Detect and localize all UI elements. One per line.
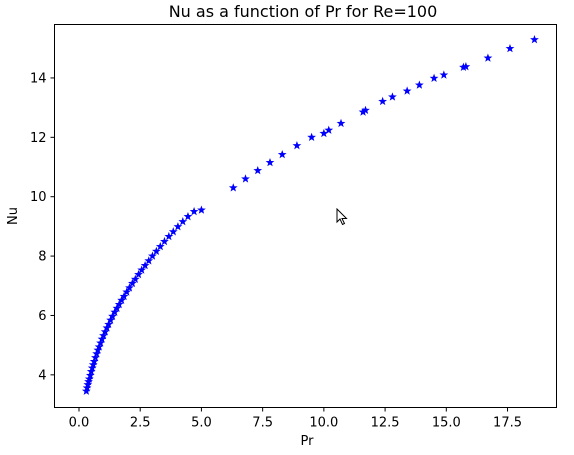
data-point — [148, 251, 157, 260]
data-point — [108, 311, 117, 321]
data-point — [130, 274, 140, 283]
data-point — [459, 62, 468, 71]
data-point — [505, 43, 515, 53]
data-point — [114, 299, 124, 309]
data-point — [265, 157, 275, 167]
data-point — [241, 174, 250, 183]
x-axis-ticks: 0.0 2.5 5.0 7.5 10.0 12.5 15.0 17.5 — [69, 407, 522, 431]
data-point — [439, 70, 449, 79]
plot-frame — [54, 24, 557, 408]
data-point — [155, 241, 165, 251]
data-point — [144, 256, 154, 265]
mouse-pointer-icon — [336, 208, 348, 226]
data-point — [414, 80, 424, 89]
data-point — [112, 303, 122, 313]
data-point — [388, 92, 397, 101]
x-axis-label: Pr — [301, 434, 315, 449]
data-point — [97, 334, 107, 343]
data-point — [197, 205, 206, 214]
y-tick-label: 12 — [30, 131, 47, 146]
data-point — [183, 211, 193, 221]
data-point — [361, 105, 370, 115]
data-point — [85, 370, 95, 380]
data-point — [336, 118, 346, 128]
data-point — [168, 227, 178, 236]
data-point — [86, 366, 96, 376]
x-tick-label: 10.0 — [309, 416, 338, 431]
y-tick-label: 6 — [38, 309, 46, 324]
data-point — [461, 62, 471, 71]
data-point — [81, 386, 91, 395]
x-tick-label: 5.0 — [191, 416, 212, 431]
x-tick-label: 15.0 — [432, 416, 461, 431]
data-point — [100, 327, 110, 336]
data-point — [93, 345, 103, 354]
data-point — [429, 73, 439, 82]
data-point — [83, 380, 93, 389]
data-point — [140, 260, 150, 270]
data-point — [119, 291, 129, 301]
data-point — [96, 338, 105, 347]
data-point — [277, 149, 287, 159]
data-point — [178, 217, 188, 226]
data-point — [91, 353, 100, 362]
data-point — [89, 356, 99, 366]
data-point — [134, 269, 143, 279]
data-point — [307, 132, 316, 142]
data-point — [104, 319, 113, 329]
data-point — [99, 331, 108, 340]
data-point — [125, 283, 134, 292]
data-point — [358, 107, 368, 116]
x-tick-label: 12.5 — [371, 416, 400, 431]
x-tick-label: 2.5 — [130, 416, 151, 431]
data-point — [324, 125, 334, 134]
data-point — [94, 342, 104, 351]
data-point — [253, 165, 263, 175]
y-tick-label: 14 — [30, 71, 47, 86]
x-tick-label: 0.0 — [69, 416, 90, 431]
data-point — [82, 383, 92, 392]
data-point — [88, 360, 98, 369]
data-point — [378, 96, 388, 106]
data-point — [122, 287, 132, 296]
data-point — [87, 363, 97, 372]
x-tick-label: 17.5 — [493, 416, 522, 431]
data-point — [483, 53, 493, 62]
data-point — [173, 222, 183, 231]
data-point — [164, 231, 174, 241]
data-point — [106, 315, 115, 324]
data-point — [160, 236, 169, 246]
y-tick-label: 10 — [30, 190, 47, 205]
chart-title: Nu as a function of Pr for Re=100 — [169, 2, 438, 21]
x-tick-label: 7.5 — [252, 416, 273, 431]
data-point — [402, 86, 412, 95]
data-point — [151, 246, 161, 256]
data-point — [189, 206, 199, 216]
data-point — [84, 374, 94, 383]
data-point — [110, 307, 120, 316]
y-tick-label: 4 — [38, 368, 46, 383]
y-axis-label: Nu — [6, 207, 21, 225]
data-point — [102, 323, 112, 332]
data-point — [319, 128, 329, 138]
data-point — [137, 265, 147, 274]
data-point — [228, 183, 238, 192]
data-points — [81, 35, 539, 395]
y-tick-label: 8 — [38, 250, 46, 265]
data-point — [292, 141, 302, 150]
data-point — [530, 35, 539, 44]
data-point — [128, 278, 137, 288]
data-point — [92, 349, 101, 358]
y-axis-ticks: 4 6 8 10 12 14 — [30, 71, 55, 383]
